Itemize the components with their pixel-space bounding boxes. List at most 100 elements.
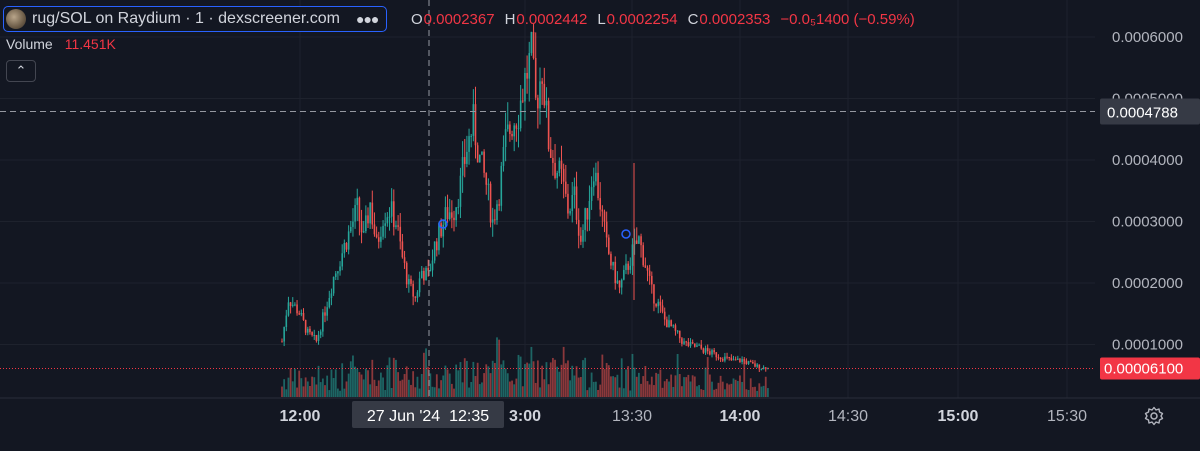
volume-bar [491,360,494,397]
trade-marker [621,229,631,239]
candle-body [382,225,384,237]
candle-body [532,31,535,58]
volume-bar [472,361,475,397]
volume-bar [758,383,761,397]
candle-body [670,320,672,327]
volume-bar [592,381,595,397]
volume-bar [584,357,587,397]
candle-body [360,221,363,233]
volume-bar [380,372,382,397]
candle-body [352,221,354,227]
volume-bar [646,381,649,397]
volume-bar [433,387,436,397]
volume-bar [453,388,455,397]
candle-body [287,302,290,316]
candle-body [324,312,326,316]
candle-body [691,342,694,344]
candle-body [524,72,526,102]
volume-bar [397,372,399,397]
chart-title-text: rug/SOL on Raydium · 1 · dexscreener.com [32,10,340,27]
candle-body [715,352,718,358]
crosshair-time-label: 27 Jun '24 12:35 [367,408,489,425]
volume-bar [324,385,326,397]
volume-bar [715,388,718,397]
settings-gear-icon[interactable] [1144,406,1164,426]
volume-bar [478,384,481,397]
candle-body [762,367,765,370]
candle-body [554,162,556,179]
volume-bar [642,376,645,397]
candle-body [369,202,371,224]
chart-title[interactable]: rug/SOL on Raydium · 1 · dexscreener.com… [3,6,388,32]
candle-body [592,181,595,188]
candle-body [640,236,642,246]
candle-body [567,193,569,214]
more-dots-icon[interactable]: ●●● [355,11,379,27]
candle-body [438,223,440,251]
candle-body [431,260,434,271]
candle-body [397,225,399,227]
candle-body [319,331,322,335]
candle-body [734,359,737,361]
volume-bar [496,337,498,397]
volume-bar [698,385,700,397]
volume-bar [298,370,301,397]
low-key: L [597,11,606,28]
volume-bar [702,389,705,397]
volume-bar [425,348,427,397]
candle-body [285,315,288,328]
candle-body [332,276,335,294]
candle-body [694,343,696,347]
volume-bar [625,369,627,397]
candle-body [696,345,698,347]
volume-bar [620,358,623,397]
volume-bar [627,366,630,397]
candle-body [638,236,640,244]
volume-bar [328,390,331,397]
candle-body [756,364,758,367]
volume-bar [708,374,711,397]
volume-bar [562,346,565,397]
candle-body [485,172,488,185]
candle-body [472,104,475,136]
volume-legend: Volume 11.451K [6,36,116,52]
candle-body [326,307,328,316]
volume-bar [569,380,571,397]
candle-body [627,263,629,270]
volume-bar [685,377,688,397]
volume-bar [463,358,466,397]
volume-bar [670,374,673,397]
candle-body [479,154,481,163]
volume-bar [502,360,505,397]
candle-body [616,280,619,284]
volume-bar [334,369,337,397]
candle-body [470,135,472,137]
volume-bar [352,355,354,397]
collapse-legend-button[interactable]: ⌃ [6,60,36,82]
volume-bar [633,367,636,397]
volume-bar [605,362,608,397]
volume-bar [648,384,651,397]
volume-bar [683,377,685,397]
candle-body [571,195,574,211]
volume-bar [767,388,769,397]
volume-value: 11.451K [64,36,116,52]
volume-bar [635,376,638,397]
volume-bar [403,374,406,397]
price-tick-label: 0.0004000 [1112,152,1183,169]
volume-bar [474,376,477,397]
volume-bar [313,377,316,397]
volume-bar [597,390,599,397]
candle-body [706,348,709,352]
candle-body [687,342,690,346]
volume-bar [438,388,440,397]
volume-bar [754,386,756,397]
candle-body [719,357,722,360]
volume-bar [360,374,363,397]
volume-bar [401,379,404,397]
volume-bar [700,389,703,397]
volume-bar [526,362,528,397]
trade-marker [438,219,448,229]
volume-bar [375,386,378,397]
